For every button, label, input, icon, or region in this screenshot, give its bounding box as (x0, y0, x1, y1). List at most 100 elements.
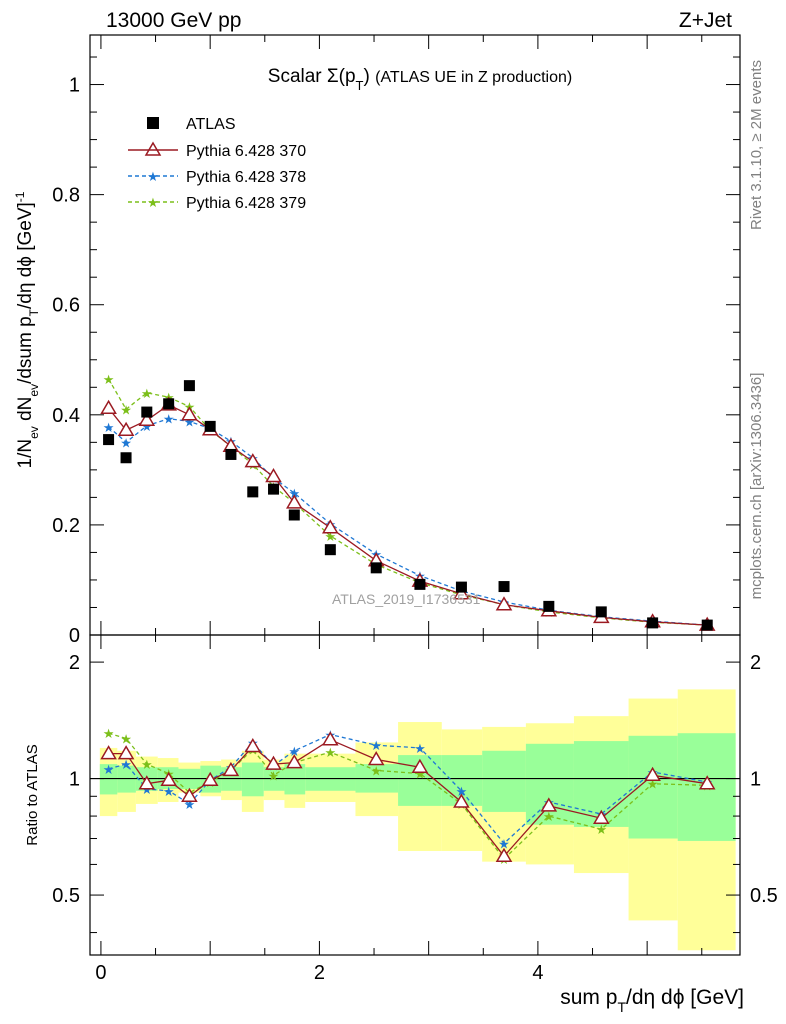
main-point-atlas (163, 398, 175, 410)
main-title: Scalar Σ(pT) (ATLAS UE in Z production) (268, 66, 572, 93)
ratio-point-py379: ★ (647, 778, 659, 793)
ratio-point-py370 (244, 738, 262, 753)
ratio-point-py378: ★ (456, 785, 468, 800)
ratio-marks: ★★★★★★★★★★★★★★★★★★★★★★★★★★★★★★★★★★★★★★ (90, 689, 740, 951)
ratio-y-tick-label: 0.5 (52, 885, 80, 907)
main-point-atlas (543, 600, 555, 612)
legend-py370-marker (144, 141, 162, 156)
main-point-py370 (244, 453, 262, 468)
energy-header: 13000 GeV pp (106, 9, 241, 32)
ratio-point-py370 (592, 809, 610, 824)
ratio-point-py370 (285, 754, 303, 769)
main-point-atlas (324, 544, 336, 556)
ratio-point-py379: ★ (414, 768, 426, 783)
ratio-y-tick-label: 2 (69, 652, 80, 674)
ratio-y-tick-label-right: 2 (750, 652, 761, 674)
legend-atlas-label: ATLAS (186, 116, 236, 133)
legend-py370-label: Pythia 6.428 370 (186, 143, 306, 160)
main-point-py378: ★ (141, 420, 153, 435)
ratio-y-tick-label-right: 0.5 (750, 885, 778, 907)
ratio-frame (89, 634, 741, 956)
main-point-py379: ★ (120, 403, 132, 418)
ratio-point-py370 (201, 771, 219, 787)
main-point-atlas (647, 617, 659, 629)
ratio-point-py379: ★ (324, 746, 336, 761)
legend-py378-marker: ★ (147, 170, 159, 185)
ratio-point-py370 (265, 755, 282, 770)
main-y-tick-label: 0 (69, 625, 80, 647)
ratio-band-inner (482, 750, 526, 812)
main-point-atlas (120, 452, 132, 464)
mcplots-label: mcplots.cern.ch [arXiv:1306.3436] (748, 373, 765, 600)
main-point-py378: ★ (120, 436, 132, 451)
ratio-point-py378: ★ (414, 742, 426, 757)
ratio-point-py379: ★ (120, 732, 132, 747)
ratio-point-py378: ★ (141, 783, 153, 798)
ratio-point-py378: ★ (370, 739, 382, 754)
main-point-atlas (204, 420, 216, 432)
x-tick-label: 0 (95, 962, 106, 984)
ratio-point-py379: ★ (141, 758, 153, 773)
main-panel: ★★★★★★★★★★★★★★★★★★★★★★★★★★★★★★★★★★★★★★ 0… (52, 34, 741, 647)
main-point-py370 (138, 411, 156, 427)
main-point-atlas (414, 578, 426, 590)
ratio-panel: ★★★★★★★★★★★★★★★★★★★★★★★★★★★★★★★★★★★★★★ 0… (52, 634, 778, 984)
ratio-point-py370 (644, 766, 661, 782)
main-point-atlas (595, 606, 607, 618)
main-point-atlas (498, 581, 510, 593)
ratio-point-py379: ★ (268, 769, 280, 784)
ratio-band-inner (99, 764, 118, 795)
main-point-py379: ★ (103, 373, 115, 388)
ratio-y-tick-label-right: 1 (750, 769, 761, 791)
ratio-point-py378: ★ (184, 798, 196, 813)
main-axes: 0 0.2 0.4 0.6 0.8 1 (52, 35, 740, 647)
main-y-tick-label: 1 (69, 75, 80, 97)
main-point-atlas (288, 509, 300, 521)
main-point-atlas (183, 380, 195, 392)
main-y-tick-label: 0.4 (52, 405, 80, 427)
ratio-point-py370 (367, 751, 385, 766)
main-point-py370 (285, 494, 303, 509)
ratio-point-py370 (698, 775, 716, 790)
x-axis-label: sum pT/dη dϕ [GeV] (560, 986, 744, 1015)
ratio-y-tick-label: 1 (69, 769, 80, 791)
ratio-point-py378: ★ (288, 745, 300, 760)
main-y-tick-label: 0.6 (52, 295, 80, 317)
main-point-py379: ★ (141, 387, 153, 402)
ratio-point-py370 (138, 775, 156, 790)
main-point-py370 (453, 585, 470, 600)
ratio-point-py370 (540, 797, 558, 812)
main-point-py370 (117, 421, 135, 436)
main-point-py379: ★ (324, 530, 336, 545)
ratio-point-py370 (160, 771, 178, 787)
analysis-watermark: ATLAS_2019_I1736531 (332, 591, 481, 607)
main-point-atlas (268, 483, 280, 495)
legend: ATLAS Pythia 6.428 370 ★ Pythia 6.428 37… (128, 116, 306, 212)
main-point-atlas (701, 619, 713, 631)
main-point-atlas (225, 448, 237, 460)
ratio-point-py370 (100, 745, 117, 760)
ratio-point-py370 (117, 745, 135, 760)
main-point-atlas (141, 406, 153, 418)
ratio-point-py370 (321, 731, 339, 746)
ratio-point-py378: ★ (498, 837, 510, 852)
x-tick-label: 2 (314, 962, 325, 984)
main-point-py370 (495, 596, 513, 611)
ratio-axes: 0.5 0.5 1 1 2 2 0 2 4 (52, 635, 778, 984)
legend-py379-marker: ★ (147, 196, 159, 211)
main-point-py378: ★ (184, 415, 196, 430)
ratio-band-inner (241, 762, 264, 797)
ratio-point-py379: ★ (543, 810, 555, 825)
ratio-point-py378: ★ (120, 758, 132, 773)
ratio-band-inner (628, 735, 678, 839)
ratio-point-py379: ★ (370, 764, 382, 779)
main-y-tick-label: 0.2 (52, 515, 80, 537)
main-y-axis-label: 1/Nev dNev/dsum pT/dη dϕ [GeV]-1 (13, 191, 41, 468)
main-point-atlas (455, 581, 467, 593)
main-point-atlas (247, 486, 259, 498)
legend-py379-label: Pythia 6.428 379 (186, 195, 306, 212)
main-line-py379 (108, 378, 708, 626)
rivet-version-label: Rivet 3.1.10, ≥ 2M events (748, 60, 765, 230)
main-y-tick-label: 0.8 (52, 185, 80, 207)
